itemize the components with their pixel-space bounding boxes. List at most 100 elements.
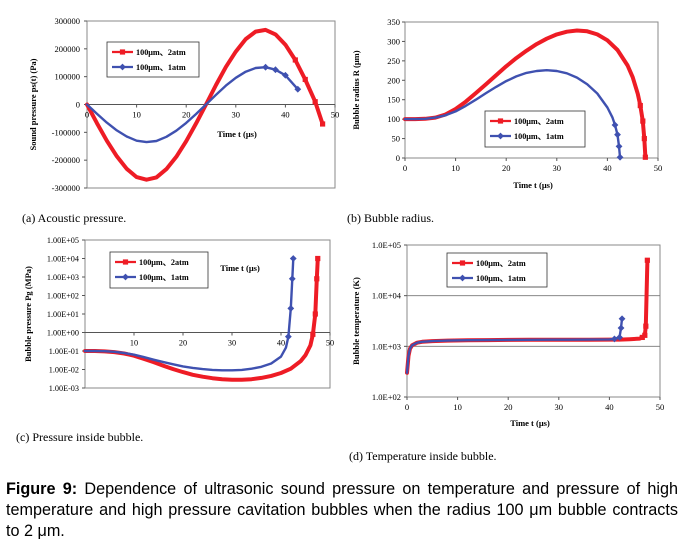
legend-label: 100μm、1atm: [514, 132, 564, 141]
y-tick-label: 150: [387, 95, 400, 105]
data-point: [616, 334, 623, 341]
x-tick-label: 50: [331, 110, 340, 120]
legend-marker: [497, 118, 504, 124]
legend: 100μm、2atm 100μm、1atm: [106, 41, 200, 78]
y-tick-label: 250: [387, 56, 400, 66]
y-tick-label: 1.00E-01: [49, 347, 79, 356]
legend: 100μm、2atm 100μm、1atm: [484, 110, 586, 148]
figure-caption: Figure 9: Dependence of ultrasonic sound…: [6, 479, 678, 542]
x-tick-label: 20: [502, 163, 511, 173]
data-point: [615, 142, 623, 150]
data-point: [617, 324, 625, 332]
y-tick-label: 1.00E-02: [49, 366, 79, 375]
legend-box: [484, 110, 586, 148]
figure-caption-label: Figure 9:: [6, 480, 78, 498]
x-tick-label: 0: [85, 110, 89, 120]
x-tick-label: 10: [132, 110, 141, 120]
legend-marker: [119, 63, 126, 71]
x-tick-label: 30: [228, 339, 236, 348]
y-tick-label: 200: [387, 75, 400, 85]
series-blue: [85, 63, 302, 144]
y-tick-label: 1.00E+02: [47, 292, 79, 301]
data-point: [642, 332, 648, 338]
data-point: [292, 57, 298, 63]
data-point: [272, 66, 279, 74]
data-point: [644, 257, 650, 263]
data-point: [611, 335, 618, 343]
data-point: [282, 71, 289, 79]
series-line: [403, 68, 622, 159]
data-point: [614, 131, 621, 139]
data-point: [642, 154, 648, 160]
subcaption-a: (a) Acoustic pressure.: [22, 211, 127, 225]
data-point: [312, 99, 318, 105]
y-tick-label: 1.00E-03: [49, 384, 79, 393]
subcaption-d: (d) Temperature inside bubble.: [349, 449, 497, 463]
x-tick-label: 40: [277, 339, 285, 348]
y-tick-label: -300000: [52, 183, 80, 193]
y-tick-label: 1.0E+05: [372, 240, 401, 250]
legend-label: 100μm、2atm: [476, 259, 526, 268]
chart-d: 1.0E+05 1.0E+04 1.0E+03 1.0E+02 0 10 20 30 40 50 T…: [351, 240, 665, 428]
data-point: [314, 276, 320, 282]
legend-marker: [119, 49, 126, 55]
x-tick-label: 20: [182, 110, 191, 120]
data-point: [294, 85, 302, 93]
legend-label: 100μm、1atm: [476, 274, 526, 283]
legend-label: 100μm、2atm: [139, 258, 189, 267]
panel-b: 0 50 100 150 200 250 300 350 0 10 20 30 40 50 Time t (…: [345, 0, 685, 230]
y-tick-label: 0: [396, 153, 400, 163]
y-tick-label: 1.00E+01: [47, 310, 79, 319]
legend-label: 100μm、1atm: [136, 63, 186, 72]
series-red: [403, 28, 648, 160]
data-point: [262, 63, 269, 71]
chart-c: 1.00E+05 1.00E+04 1.00E+03 1.00E+02 1.00E+01…: [23, 236, 334, 393]
y-axis-title: Bubble radius R (μm): [351, 50, 361, 129]
data-point: [611, 121, 619, 129]
data-point: [312, 311, 318, 317]
x-tick-label: 50: [656, 402, 665, 412]
y-tick-label: 350: [387, 17, 400, 27]
chart-a: 300000 200000 100000 0 -100000 -200000 -300000…: [28, 16, 340, 193]
legend-label: 100μm、2atm: [136, 48, 186, 57]
series-blue: [403, 68, 624, 161]
subcaption-b: (b) Bubble radius.: [347, 211, 434, 225]
x-tick-label: 0: [405, 402, 409, 412]
y-tick-label: 100000: [55, 72, 81, 82]
legend: 100μm、2atm 100μm、1atm: [109, 251, 209, 289]
y-tick-label: 1.0E+02: [372, 392, 401, 402]
data-point: [288, 275, 296, 283]
y-tick-label: 1.0E+03: [372, 341, 401, 351]
x-tick-label: 50: [654, 163, 663, 173]
series-line: [403, 28, 648, 160]
y-axis-title: Sound pressure ps(t) (Pa): [28, 58, 38, 150]
x-tick-label: 40: [605, 402, 614, 412]
data-point: [320, 121, 326, 127]
x-tick-label: 10: [130, 339, 138, 348]
data-point: [637, 102, 643, 109]
y-tick-label: -100000: [52, 127, 80, 137]
series-blue: [83, 255, 297, 372]
y-tick-label: 300: [387, 36, 400, 46]
y-tick-label: 0: [76, 100, 80, 110]
y-tick-label: 1.00E+05: [47, 236, 79, 245]
legend-box: [109, 251, 209, 289]
x-tick-label: 20: [179, 339, 187, 348]
data-point: [640, 118, 646, 124]
y-axis-title: Bubble pressure Pg (MPa): [23, 266, 33, 362]
data-point: [289, 255, 297, 262]
subcaption-c: (c) Pressure inside bubble.: [16, 430, 144, 444]
panel-c: 1.00E+05 1.00E+04 1.00E+03 1.00E+02 1.00E+01…: [0, 230, 345, 450]
legend-label: 100μm、1atm: [139, 273, 189, 282]
series-blue: [405, 315, 626, 375]
data-point: [616, 153, 624, 161]
x-tick-label: 10: [451, 163, 460, 173]
legend-marker: [122, 259, 129, 265]
data-point: [641, 135, 647, 142]
series-line: [83, 257, 295, 372]
x-tick-label: 30: [232, 110, 241, 120]
data-point: [284, 333, 292, 341]
legend-marker: [459, 260, 466, 266]
x-tick-label: 50: [326, 339, 334, 348]
data-point: [618, 315, 626, 323]
